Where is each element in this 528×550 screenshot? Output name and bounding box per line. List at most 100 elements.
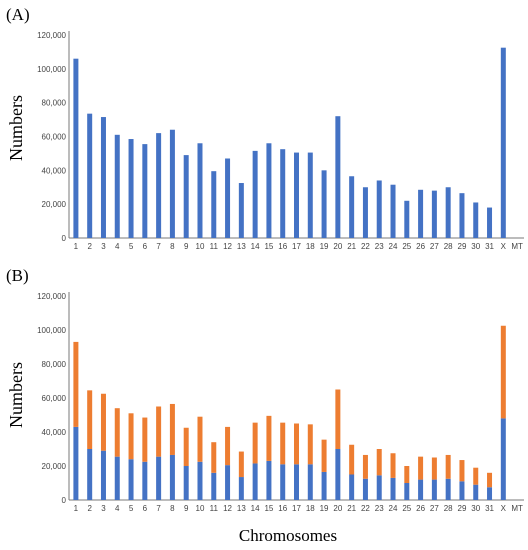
panel-a-x-tick-label: 26 bbox=[416, 242, 425, 251]
panel-a-y-tick-label: 0 bbox=[62, 234, 67, 243]
panel-b-bar-3-s1 bbox=[100, 393, 106, 451]
panel-b-label: (B) bbox=[6, 266, 29, 285]
panel-a-bar-31 bbox=[487, 207, 493, 238]
panel-a-bar-21 bbox=[349, 176, 355, 238]
panel-a-y-tick-label: 100,000 bbox=[37, 65, 66, 74]
panel-b-bar-2-s1 bbox=[87, 390, 93, 449]
panel-a-x-tick-label: 5 bbox=[129, 242, 134, 251]
panel-a-bar-30 bbox=[473, 202, 479, 238]
panel-a-x-tick-label: 29 bbox=[458, 242, 467, 251]
panel-b-bar-14-s0 bbox=[252, 463, 258, 500]
panel-b-bar-5-s0 bbox=[128, 459, 134, 500]
panel-b-bar-15-s0 bbox=[266, 460, 272, 500]
panel-b-bar-26-s1 bbox=[418, 456, 424, 480]
panel-b-bar-30-s0 bbox=[473, 484, 479, 500]
panel-b-x-tick-label: 19 bbox=[320, 504, 329, 513]
panel-b-x-tick-label: 27 bbox=[430, 504, 439, 513]
panel-a-x-tick-label: 13 bbox=[237, 242, 246, 251]
panel-a-bar-23 bbox=[376, 180, 382, 238]
panel-b-y-axis-title: Numbers bbox=[6, 362, 26, 428]
panel-a-bar-7 bbox=[156, 133, 162, 238]
panel-b-bar-9-s1 bbox=[183, 427, 189, 466]
panel-b-bar-4-s0 bbox=[114, 456, 120, 500]
panel-b-bar-X-s1 bbox=[500, 325, 506, 419]
panel-b-x-tick-label: 7 bbox=[156, 504, 161, 513]
panel-b-x-tick-label: 28 bbox=[444, 504, 453, 513]
panel-a-x-tick-label: X bbox=[501, 242, 507, 251]
panel-a-bar-29 bbox=[459, 193, 465, 238]
panel-a-bar-27 bbox=[431, 190, 437, 238]
panel-a-bar-25 bbox=[404, 200, 410, 238]
panel-b-x-tick-label: 16 bbox=[278, 504, 287, 513]
panel-b-x-tick-label: 29 bbox=[458, 504, 467, 513]
panel-a-bar-10 bbox=[197, 143, 203, 238]
panel-b-x-tick-label: 18 bbox=[306, 504, 315, 513]
panel-a-bar-28 bbox=[445, 187, 451, 238]
panel-a-bar-24 bbox=[390, 184, 396, 238]
panel-a-x-tick-label: 4 bbox=[115, 242, 120, 251]
panel-b-bar-3-s0 bbox=[100, 450, 106, 500]
panel-b-bar-4-s1 bbox=[114, 408, 120, 457]
panel-b-bar-28-s1 bbox=[445, 454, 451, 479]
panel-b-bar-17-s0 bbox=[294, 464, 299, 500]
panel-b-bar-20-s0 bbox=[335, 449, 341, 500]
panel-b-bar-6-s0 bbox=[142, 461, 148, 500]
panel-b-bar-21-s1 bbox=[349, 444, 355, 475]
panel-b-x-tick-label: 20 bbox=[333, 504, 342, 513]
x-axis-title: Chromosomes bbox=[239, 526, 337, 545]
panel-b-bar-8-s0 bbox=[169, 454, 175, 500]
panel-a-bar-6 bbox=[142, 144, 148, 238]
panel-a-bar-20 bbox=[335, 116, 341, 238]
panel-b-x-tick-label: 17 bbox=[292, 504, 301, 513]
panel-b-x-tick-label: MT bbox=[511, 504, 523, 513]
panel-a-x-tick-label: 9 bbox=[184, 242, 189, 251]
panel-b-plot: 0 20,000 40,000 60,000 80,000 100,000 120,000 1… bbox=[37, 292, 524, 513]
panel-a-bar-12 bbox=[225, 158, 231, 238]
panel-b-x-tick-label: 15 bbox=[264, 504, 273, 513]
panel-b-bar-11-s0 bbox=[211, 472, 217, 500]
panel-a-x-tick-label: 2 bbox=[87, 242, 92, 251]
panel-b-bar-18-s0 bbox=[307, 464, 313, 500]
panel-a-plot: 0 20,000 40,000 60,000 80,000 100,000 120,000 1… bbox=[37, 31, 524, 251]
panel-a-bar-19 bbox=[321, 170, 327, 238]
panel-a-x-tick-label: 14 bbox=[251, 242, 260, 251]
panel-b-bar-27-s1 bbox=[431, 457, 437, 480]
panel-a-bar-X bbox=[500, 47, 506, 238]
panel-a-x-tick-label: 17 bbox=[292, 242, 301, 251]
panel-b-bar-X-s0 bbox=[500, 418, 506, 500]
panel-b-bar-19-s0 bbox=[321, 471, 327, 500]
panel-a-x-tick-label: 30 bbox=[471, 242, 480, 251]
panel-a-y-tick-label: 80,000 bbox=[42, 99, 67, 108]
panel-b-bar-9-s0 bbox=[183, 466, 189, 500]
panel-a-bar-5 bbox=[128, 139, 134, 238]
panel-b-bar-19-s1 bbox=[321, 439, 327, 472]
panel-b-y-tick-label: 100,000 bbox=[37, 326, 66, 335]
panel-a-bar-17 bbox=[294, 152, 299, 238]
panel-b-y-tick-label: 20,000 bbox=[42, 462, 67, 471]
panel-b-bar-16-s0 bbox=[280, 464, 286, 500]
panel-b-bar-27-s0 bbox=[431, 479, 437, 500]
panel-b-bar-22-s1 bbox=[362, 454, 368, 479]
panel-b-bar-23-s1 bbox=[376, 449, 382, 476]
panel-a-x-tick-label: 10 bbox=[196, 242, 205, 251]
panel-a-x-tick-label: 8 bbox=[170, 242, 175, 251]
panel-b-bar-20-s1 bbox=[335, 389, 341, 449]
panel-a-x-tick-label: 11 bbox=[210, 242, 219, 251]
panel-b-bar-17-s1 bbox=[294, 423, 299, 465]
panel-b-x-tick-label: X bbox=[501, 504, 507, 513]
panel-b-bar-23-s0 bbox=[376, 475, 382, 500]
panel-a-x-tick-label: 18 bbox=[306, 242, 315, 251]
panel-b-x-tick-label: 11 bbox=[210, 504, 219, 513]
panel-b-x-tick-label: 12 bbox=[223, 504, 232, 513]
panel-b-bar-1-s1 bbox=[73, 341, 79, 427]
panel-a-bar-9 bbox=[183, 155, 189, 238]
panel-b-bar-29-s1 bbox=[459, 460, 465, 482]
panel-a-bar-8 bbox=[169, 129, 175, 238]
panel-b-x-tick-label: 10 bbox=[196, 504, 205, 513]
panel-b-x-tick-label: 1 bbox=[74, 504, 79, 513]
panel-a-x-tick-label: 24 bbox=[389, 242, 398, 251]
panel-a-bar-1 bbox=[73, 58, 79, 238]
panel-b-bar-30-s1 bbox=[473, 467, 479, 485]
panel-a-x-tick-label: 23 bbox=[375, 242, 384, 251]
